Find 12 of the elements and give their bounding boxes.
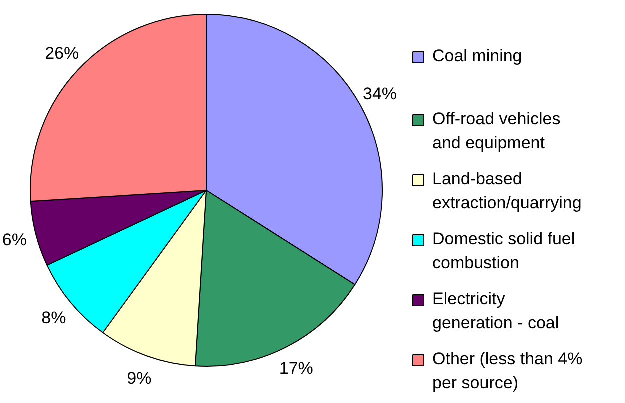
legend-label: Domestic solid fuel combustion [432,230,576,272]
legend-label: Land-based extraction/quarrying [432,170,582,212]
legend-label: Other (less than 4% per source) [432,350,583,392]
legend-label: Coal mining [432,46,522,66]
data-label: 26% [45,44,80,64]
data-label: 6% [2,230,28,250]
data-label: 9% [127,369,152,388]
legend-label: Electricity generation - coal [432,290,560,332]
data-label: 34% [362,84,398,104]
data-label: 8% [42,308,66,328]
legend-label: Off-road vehicles and equipment [432,110,561,152]
data-label: 17% [279,359,314,378]
